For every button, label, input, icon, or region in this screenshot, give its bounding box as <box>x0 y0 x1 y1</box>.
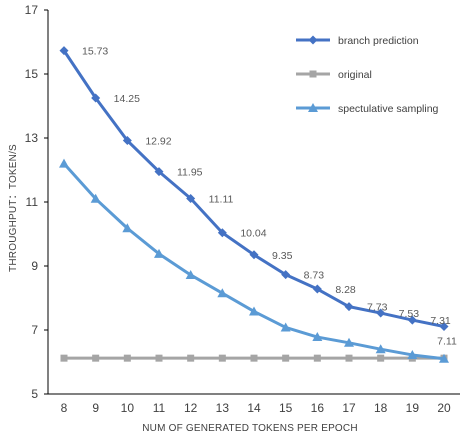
data-labels: 15.73 14.25 12.92 11.95 11.11 10.04 9.35 8.73 8.… <box>82 46 457 348</box>
branch-prediction-point <box>281 270 291 280</box>
original-point <box>92 354 100 362</box>
legend-marker <box>309 70 317 78</box>
data-label: 10.04 <box>240 228 266 240</box>
data-label: 7.73 <box>367 302 388 314</box>
y-tick-label: 17 <box>25 3 39 17</box>
x-axis-title: NUM OF GENERATED TOKENS PER EPOCH <box>142 423 358 434</box>
data-label: 15.73 <box>82 46 108 58</box>
x-tick-label: 16 <box>311 401 325 415</box>
y-tick-label: 15 <box>25 67 39 81</box>
x-tick-label: 13 <box>216 401 230 415</box>
branch-prediction-point <box>154 167 164 177</box>
original-point <box>123 354 131 362</box>
spectulative-sampling-point <box>439 353 449 363</box>
legend-marker <box>308 103 318 112</box>
spectulative-sampling-point <box>375 344 386 354</box>
y-tick-label: 13 <box>25 131 39 145</box>
data-label: 11.95 <box>177 167 203 179</box>
branch-prediction-point <box>186 193 196 203</box>
original-point <box>155 354 163 362</box>
x-tick-label: 8 <box>61 401 68 415</box>
spectulative-sampling-point <box>280 322 291 332</box>
branch-prediction-point <box>407 315 417 325</box>
y-tick-label: 11 <box>26 195 39 209</box>
original-point <box>250 354 258 362</box>
x-tick-label: 18 <box>374 401 388 415</box>
original-point <box>345 354 353 362</box>
branch-prediction-point <box>122 136 132 146</box>
spectulative-sampling-point <box>154 248 164 258</box>
branch-prediction-point <box>217 228 227 238</box>
x-tick-label: 11 <box>153 401 166 415</box>
legend-item-original: original <box>296 69 372 81</box>
legend-label: branch prediction <box>338 35 419 47</box>
spectulative-sampling-point <box>312 332 323 342</box>
data-label: 14.25 <box>114 93 140 105</box>
spectulative-sampling-point <box>249 306 259 316</box>
spectulative-sampling-point <box>185 269 196 279</box>
data-label: 7.53 <box>399 308 420 320</box>
x-tick-label: 9 <box>92 401 99 415</box>
branch-prediction-point <box>91 93 101 103</box>
legend-label: spectulative sampling <box>338 103 439 115</box>
original-point <box>218 354 226 362</box>
spectulative-sampling-point <box>344 337 354 347</box>
spectulative-sampling-point <box>122 223 133 233</box>
data-label: 8.28 <box>335 284 356 296</box>
spectulative-sampling-point <box>217 288 228 298</box>
spectulative-sampling-point <box>59 158 69 168</box>
y-tick-label: 5 <box>31 387 38 401</box>
data-label: 12.92 <box>145 136 171 148</box>
branch-prediction-point <box>439 321 449 331</box>
x-tick-label: 10 <box>121 401 135 415</box>
original-point <box>187 354 195 362</box>
axes: 5 7 9 11 13 15 17 8 9 10 11 12 13 14 15 16 17 18 19 20 <box>25 3 460 415</box>
legend-item-spectulative-sampling: spectulative sampling <box>296 103 439 115</box>
y-axis-title: THROUGHPUT：TOKEN/S <box>8 144 19 272</box>
original-point <box>377 354 385 362</box>
original-point <box>60 354 68 362</box>
spectulative-sampling-point <box>407 349 418 359</box>
legend-item-branch-prediction: branch prediction <box>296 35 419 47</box>
x-tick-label: 15 <box>279 401 293 415</box>
branch-prediction-point <box>312 284 322 294</box>
x-tick-label: 17 <box>342 401 356 415</box>
series-spectulative-sampling <box>59 158 449 363</box>
branch-prediction-point <box>59 46 69 56</box>
data-label: 7.11 <box>437 335 457 347</box>
x-tick-label: 20 <box>437 401 451 415</box>
series-original <box>60 354 448 362</box>
legend-label: original <box>338 69 372 81</box>
spectulative-sampling-point <box>90 193 101 203</box>
branch-prediction-point <box>249 250 259 260</box>
original-point <box>282 354 290 362</box>
series-layer <box>59 46 449 363</box>
series-branch-prediction <box>59 46 449 331</box>
legend: branch prediction original spectulative sa… <box>296 35 439 115</box>
data-label: 7.31 <box>430 315 451 327</box>
y-tick-label: 9 <box>31 259 38 273</box>
x-tick-label: 19 <box>406 401 420 415</box>
x-tick-label: 14 <box>247 401 261 415</box>
original-point <box>313 354 321 362</box>
branch-prediction-point <box>376 308 386 318</box>
legend-marker <box>308 35 318 45</box>
spectulative-sampling-line <box>62 162 445 361</box>
data-label: 9.35 <box>272 250 293 262</box>
branch-prediction-point <box>344 302 354 312</box>
y-tick-label: 7 <box>31 323 38 337</box>
data-label: 11.11 <box>209 193 234 205</box>
data-label: 8.73 <box>304 270 325 282</box>
x-tick-label: 12 <box>184 401 198 415</box>
